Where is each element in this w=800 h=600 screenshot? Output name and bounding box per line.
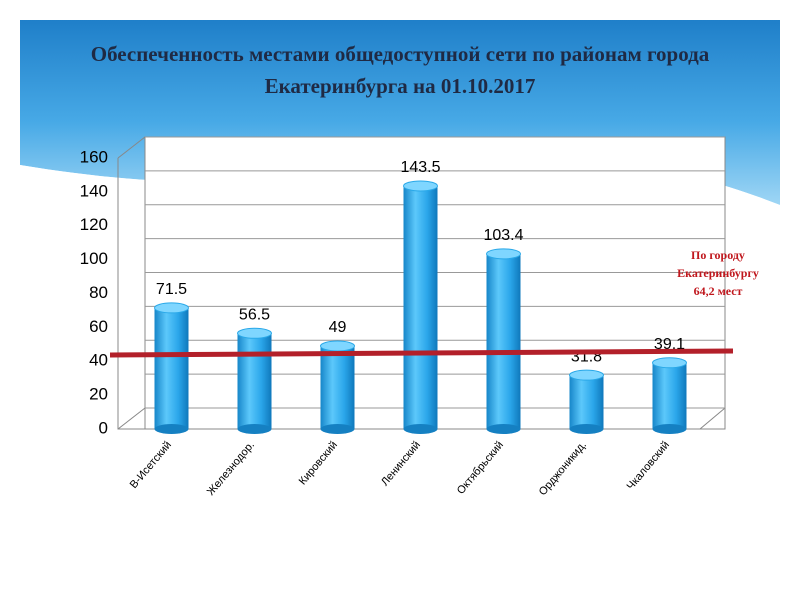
x-tick-label: Чкаловский — [625, 439, 672, 492]
data-label: 39.1 — [654, 336, 685, 353]
y-tick-label: 60 — [89, 317, 108, 336]
y-tick-label: 160 — [80, 147, 108, 166]
y-tick-label: 80 — [89, 283, 108, 302]
bar — [403, 185, 438, 429]
data-label: 49 — [329, 319, 347, 336]
bar-base — [486, 424, 521, 434]
bar-base — [154, 424, 189, 434]
bar-base — [237, 424, 272, 434]
bar — [154, 307, 189, 429]
data-label: 143.5 — [400, 159, 440, 176]
city-average-line — [109, 348, 734, 358]
bar-base — [652, 424, 687, 434]
bar-base — [320, 424, 355, 434]
bar — [486, 253, 521, 429]
annotation: Екатеринбургу — [677, 266, 759, 280]
chart-title: Обеспеченность местами общедоступной сет… — [90, 42, 710, 98]
data-label: 71.5 — [156, 281, 187, 298]
x-tick-label: В-Исетский — [128, 439, 174, 491]
bar-base — [569, 424, 604, 434]
y-tick-label: 100 — [80, 249, 108, 268]
bar — [320, 346, 355, 429]
bar-top — [320, 340, 355, 352]
bar-top — [569, 369, 604, 381]
bar-top — [486, 248, 521, 260]
x-tick-label: Железнодор. — [205, 439, 257, 498]
data-label: 56.5 — [239, 307, 270, 324]
annotation: 64,2 мест — [694, 284, 743, 298]
bar — [237, 333, 272, 429]
x-tick-label: Ленинский — [379, 439, 423, 488]
x-tick-label: Октябрьский — [455, 439, 506, 497]
annotation: По городу — [691, 248, 745, 262]
data-label: 103.4 — [483, 227, 523, 244]
y-tick-label: 0 — [99, 418, 108, 437]
y-tick-label: 40 — [89, 351, 108, 370]
y-tick-label: 140 — [80, 181, 108, 200]
bar-top — [237, 327, 272, 339]
bar-top — [652, 357, 687, 369]
bar-top — [403, 180, 438, 192]
x-tick-label: Кировский — [297, 439, 340, 487]
bar — [569, 375, 604, 429]
bar-base — [403, 424, 438, 434]
x-tick-label: Орджоникид. — [537, 439, 589, 498]
y-tick-label: 120 — [80, 215, 108, 234]
bar — [652, 362, 687, 429]
y-tick-label: 20 — [89, 385, 108, 404]
bar-top — [154, 302, 189, 314]
